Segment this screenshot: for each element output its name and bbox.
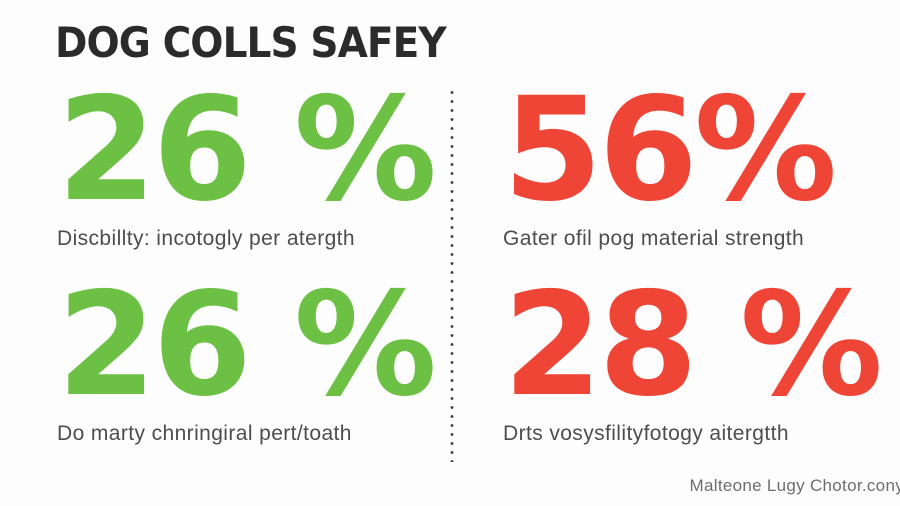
stat-caption: Gater ofil pog material strength: [503, 227, 805, 250]
vertical-dotted-divider: [450, 88, 454, 462]
footer-credit: Malteone Lugy Chotor.cony: [689, 476, 900, 495]
stat-value: 26 %: [57, 261, 437, 428]
stat-card-bottom-right: 28 % Drts vosysfilityfotogy aitergtth: [503, 261, 900, 446]
stat-value: 28 %: [503, 261, 883, 428]
stat-caption: Discbillty: incotogly per atergth: [57, 227, 355, 250]
stat-card-bottom-left: 26 % Do marty chnringiral pert/toath: [57, 261, 457, 446]
stat-card-top-left: 26 % Discbillty: incotogly per atergth: [57, 66, 457, 251]
stat-card-top-right: 56% Gater ofil pog material strength: [503, 66, 900, 251]
stat-value: 26 %: [57, 66, 437, 233]
page-title: DOG COLLS SAFEY: [55, 18, 447, 67]
stat-caption: Drts vosysfilityfotogy aitergtth: [503, 422, 789, 445]
stat-caption: Do marty chnringiral pert/toath: [57, 422, 352, 445]
stat-value: 56%: [503, 66, 837, 233]
